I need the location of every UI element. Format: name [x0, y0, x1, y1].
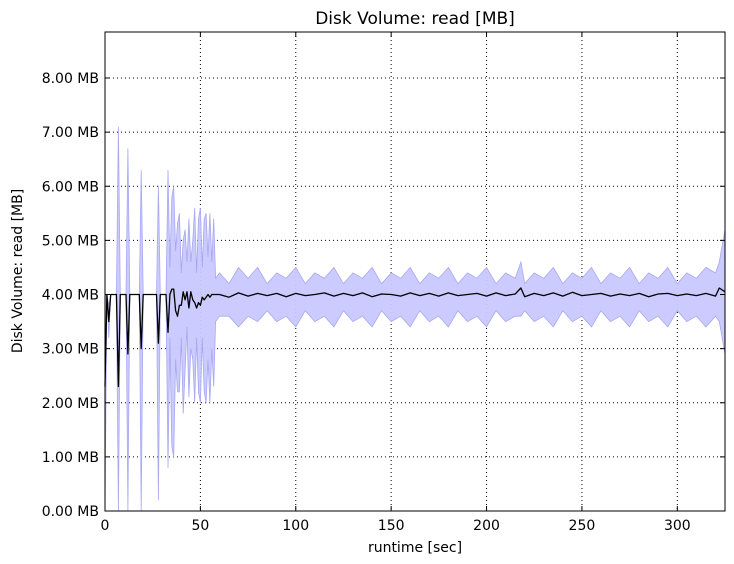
x-axis: 0 50 100 150 200 250 300 — [101, 32, 691, 534]
x-tick-label: 100 — [282, 518, 309, 534]
x-tick-label: 150 — [378, 518, 405, 534]
chart-title: Disk Volume: read [MB] — [315, 9, 515, 29]
y-tick-label: 2.00 MB — [42, 396, 99, 412]
y-tick-label: 8.00 MB — [42, 71, 99, 87]
x-axis-label: runtime [sec] — [368, 540, 462, 556]
x-tick-label: 200 — [473, 518, 500, 534]
plot-frame — [104, 31, 726, 512]
y-axis-label: Disk Volume: read [MB] — [10, 189, 26, 353]
spread-band — [104, 126, 726, 512]
y-tick-label: 6.00 MB — [42, 179, 99, 195]
y-axis: 0.00 MB 1.00 MB 2.00 MB 3.00 MB 4.00 MB 5.00 … — [42, 71, 725, 520]
x-tick-label: 250 — [569, 518, 596, 534]
y-tick-label: 5.00 MB — [42, 233, 99, 249]
x-tick-label: 0 — [101, 518, 110, 534]
spread-band-area — [104, 126, 726, 512]
x-tick-label: 50 — [191, 518, 209, 534]
x-tick-label: 300 — [664, 518, 691, 534]
y-tick-label: 4.00 MB — [42, 288, 99, 304]
y-tick-label: 1.00 MB — [42, 450, 99, 466]
mean-line — [104, 287, 726, 388]
y-tick-label: 0.00 MB — [42, 504, 99, 520]
y-tick-label: 3.00 MB — [42, 342, 99, 358]
mean-line-path — [104, 287, 726, 388]
y-tick-label: 7.00 MB — [42, 125, 99, 141]
